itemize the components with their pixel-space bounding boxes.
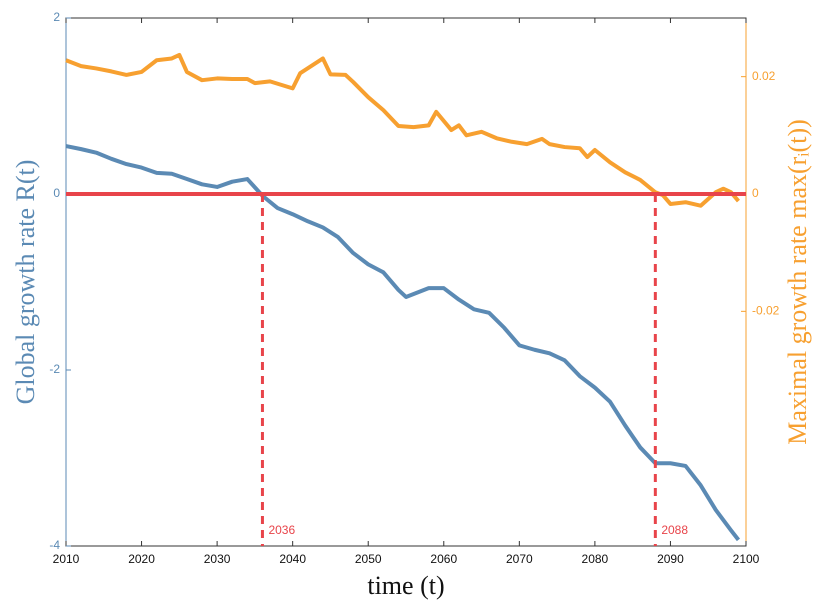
y2-tick-label: 0	[752, 186, 759, 200]
y2-axis-label: Maximal growth rate max(rᵢ(t))	[783, 119, 812, 445]
x-tick-label: 2090	[657, 552, 684, 566]
crossing-label: 2036	[268, 523, 295, 537]
x-tick-label: 2060	[430, 552, 457, 566]
x-tick-label: 2010	[53, 552, 80, 566]
x-tick-label: 2050	[355, 552, 382, 566]
series-line	[65, 144, 741, 542]
plot-frame	[65, 17, 747, 547]
x-tick-label: 2100	[733, 552, 760, 566]
y2-tick-label: -0.02	[752, 304, 780, 318]
y-tick-label: 0	[53, 186, 60, 200]
series-line	[65, 52, 740, 208]
y2-tick-label: 0.02	[752, 69, 776, 83]
y-tick-label: -2	[49, 362, 60, 376]
y-tick-label: 2	[53, 10, 60, 24]
x-tick-label: 2030	[204, 552, 231, 566]
x-tick-label: 2070	[506, 552, 533, 566]
x-tick-label: 2080	[582, 552, 609, 566]
x-tick-label: 2040	[279, 552, 306, 566]
crossing-label: 2088	[661, 523, 688, 537]
y-axis-label: Global growth rate R(t)	[11, 160, 40, 405]
x-axis-label: time (t)	[367, 571, 444, 600]
x-tick-label: 2020	[128, 552, 155, 566]
y-tick-label: -4	[49, 538, 60, 552]
